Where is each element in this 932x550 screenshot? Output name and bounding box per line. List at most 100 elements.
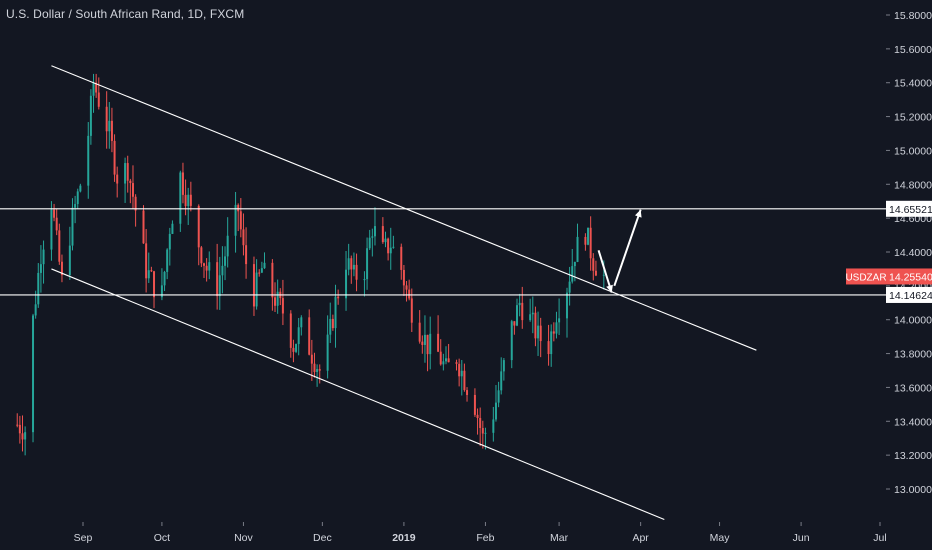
candle: [476, 408, 479, 435]
candle: [466, 387, 469, 402]
candle: [271, 259, 274, 311]
candle: [408, 279, 411, 301]
candle-body: [550, 331, 553, 355]
candle: [308, 309, 311, 356]
candle-body: [587, 227, 590, 245]
candle-body: [292, 347, 295, 352]
candle-body: [221, 265, 224, 276]
level-price-badge: 14.14624: [886, 286, 932, 303]
candle: [502, 357, 505, 381]
candle: [166, 248, 169, 280]
candle-body: [347, 258, 350, 270]
candle-body: [389, 247, 392, 254]
candle: [318, 364, 321, 384]
candle: [53, 203, 56, 222]
candle-body: [24, 432, 27, 440]
candle-body: [547, 341, 550, 355]
candle-body: [352, 264, 355, 270]
candle-body: [252, 264, 255, 307]
candle-body: [502, 360, 505, 372]
price-axis[interactable]: 15.80000 15.60000 15.40000 15.20000 15.00000…: [886, 10, 932, 496]
candle: [589, 216, 592, 271]
x-tick-label: Dec: [313, 532, 332, 544]
candle-body: [318, 369, 321, 371]
candle-body: [271, 262, 274, 298]
candle-body: [308, 317, 311, 355]
candle: [92, 73, 95, 113]
candle-body: [202, 263, 205, 266]
candle-body: [21, 433, 24, 440]
channel-upper-line[interactable]: [51, 65, 757, 351]
candle-body: [410, 298, 413, 323]
candle: [316, 364, 319, 387]
candle: [552, 322, 555, 342]
candle: [16, 413, 19, 428]
candle: [221, 246, 224, 294]
candle-body: [168, 233, 171, 250]
candle-body: [60, 261, 63, 276]
candle-body: [166, 249, 169, 272]
candle-body: [68, 245, 71, 276]
candle-body: [387, 238, 390, 254]
y-tick-label: 14.00000: [894, 315, 932, 327]
candle: [134, 194, 137, 227]
candle: [573, 261, 576, 282]
candle: [458, 358, 461, 387]
candle: [24, 426, 27, 456]
candle-body: [442, 361, 445, 365]
candle: [281, 279, 284, 326]
candle: [42, 240, 45, 284]
candle: [513, 321, 516, 335]
candle: [405, 281, 408, 302]
candle: [571, 249, 574, 284]
candle-body: [147, 270, 150, 279]
candle-body: [494, 402, 497, 420]
candle: [97, 77, 100, 110]
candle: [110, 107, 113, 153]
candle: [189, 181, 192, 212]
candle-body: [366, 248, 369, 280]
candle: [150, 266, 153, 273]
candle: [18, 415, 21, 444]
candle-body: [368, 237, 371, 249]
candle-body: [447, 358, 450, 363]
candle: [184, 179, 187, 216]
arrow-up[interactable]: [613, 209, 642, 287]
candle: [297, 318, 300, 356]
candle-body: [331, 318, 334, 329]
channel-lower-line[interactable]: [51, 268, 665, 520]
candle: [74, 195, 77, 224]
candle-body: [408, 289, 411, 299]
candle-body: [150, 270, 153, 272]
candle: [481, 420, 484, 449]
candle: [95, 73, 98, 98]
time-axis[interactable]: Sep Oct Nov Dec 2019 Feb Mar Apr May Jun Jul: [74, 522, 887, 544]
candle-body: [363, 279, 366, 281]
price-badge-bg: [886, 268, 932, 285]
y-tick-label: 13.80000: [894, 349, 932, 361]
candle: [113, 134, 116, 182]
candle: [76, 188, 79, 209]
candle-body: [260, 268, 263, 273]
candle: [142, 205, 145, 244]
current-price-badge: USDZAR 14.25540: [845, 268, 932, 285]
candle: [234, 191, 237, 253]
y-tick-label: 15.40000: [894, 78, 932, 90]
candle-body: [95, 82, 98, 93]
candle-body: [255, 272, 258, 307]
y-tick-label: 13.20000: [894, 450, 932, 462]
candle-body: [32, 315, 35, 433]
level-price-badge: 14.65521: [886, 200, 932, 217]
candle: [242, 213, 245, 256]
candle: [473, 388, 476, 417]
candle-body: [473, 394, 476, 415]
arrow-up-shaft: [613, 209, 642, 287]
candle: [352, 252, 355, 277]
arrow-down[interactable]: [597, 250, 613, 293]
candle: [347, 243, 350, 276]
candle: [518, 293, 521, 317]
candle-body: [326, 334, 329, 371]
candle-body: [313, 363, 316, 372]
